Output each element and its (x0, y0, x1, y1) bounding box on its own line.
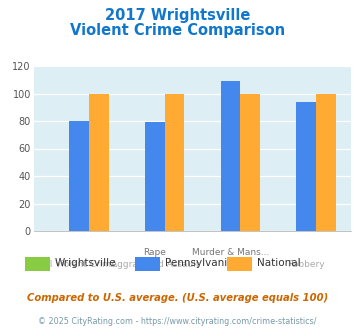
Text: Murder & Mans...: Murder & Mans... (192, 248, 269, 257)
Text: Compared to U.S. average. (U.S. average equals 100): Compared to U.S. average. (U.S. average … (27, 293, 328, 303)
Bar (240, 93, 260, 231)
Text: 2017 Wrightsville: 2017 Wrightsville (105, 8, 250, 23)
Bar (316, 93, 335, 231)
Bar (165, 93, 184, 231)
Bar (69, 121, 89, 231)
Text: Aggravated Assault: Aggravated Assault (110, 260, 199, 269)
Text: Pennsylvania: Pennsylvania (165, 258, 234, 268)
Text: Robbery: Robbery (287, 260, 325, 269)
Bar (145, 122, 165, 231)
Text: National: National (257, 258, 301, 268)
Text: Rape: Rape (143, 248, 166, 257)
Text: All Violent Crime: All Violent Crime (41, 260, 117, 269)
Bar (296, 102, 316, 231)
Text: © 2025 CityRating.com - https://www.cityrating.com/crime-statistics/: © 2025 CityRating.com - https://www.city… (38, 317, 317, 326)
Text: Violent Crime Comparison: Violent Crime Comparison (70, 23, 285, 38)
Bar (89, 93, 109, 231)
Text: Wrightsville: Wrightsville (55, 258, 116, 268)
Bar (220, 81, 240, 231)
